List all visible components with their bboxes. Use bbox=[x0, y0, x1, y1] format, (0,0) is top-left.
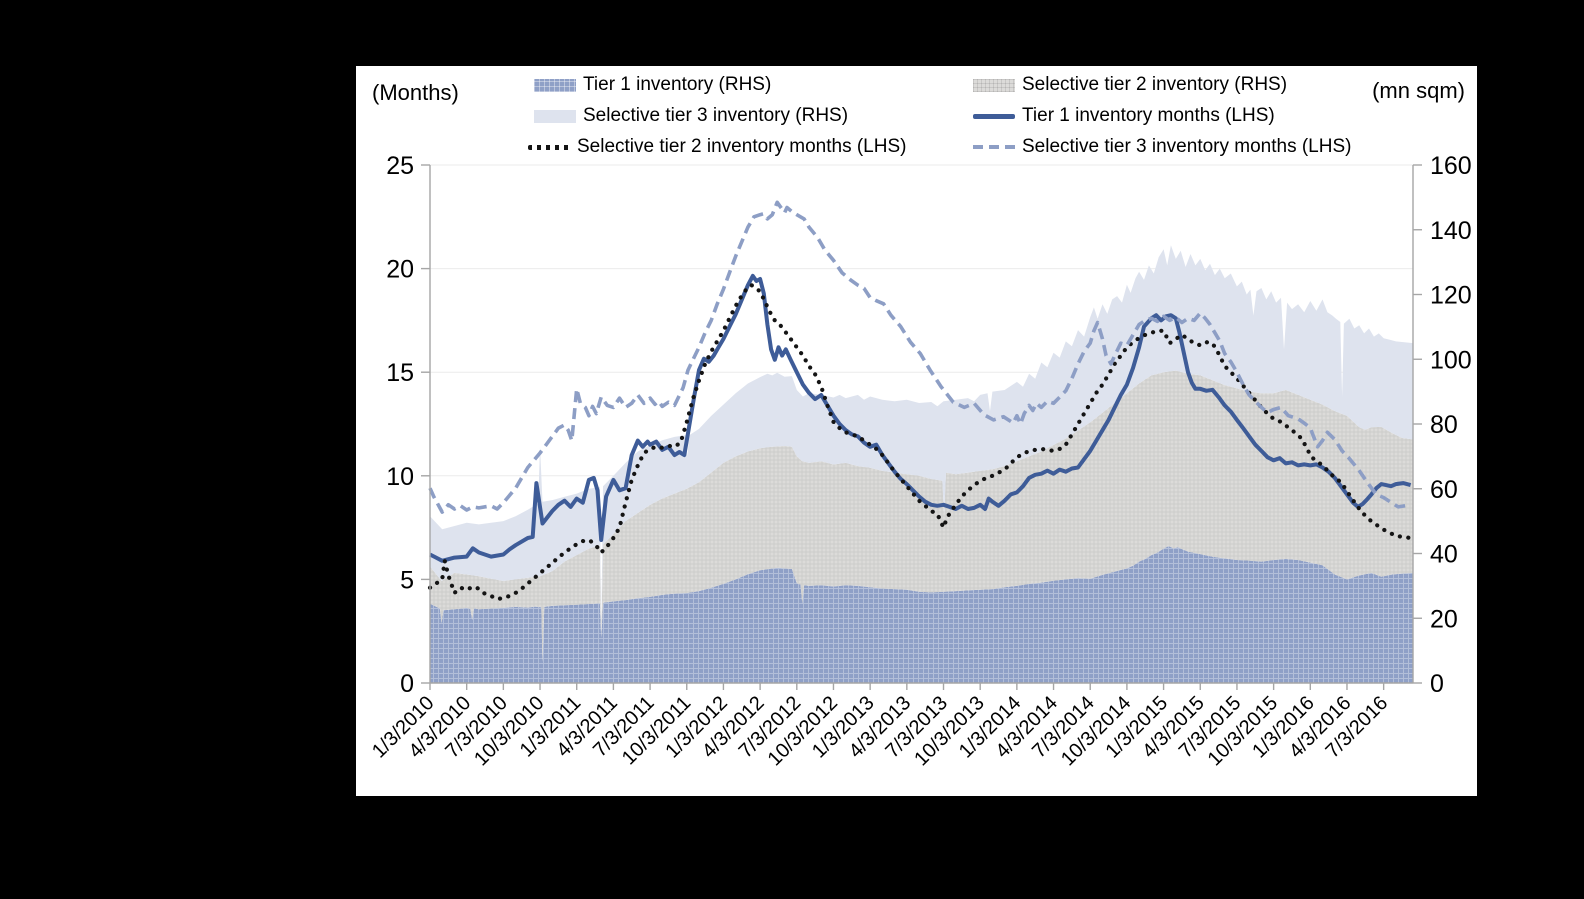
tier3-area-swatch-icon bbox=[534, 109, 576, 123]
inventory-chart-canvas: 05101520250204060801001201401601/3/20104… bbox=[368, 152, 1472, 770]
line-2 bbox=[427, 283, 1413, 602]
tier2-area-swatch-icon bbox=[973, 78, 1015, 92]
right-tick-label: 20 bbox=[1430, 605, 1458, 633]
left-tick-label: 15 bbox=[386, 359, 414, 387]
right-tick-label: 60 bbox=[1430, 476, 1458, 504]
tier1-area-swatch-icon bbox=[534, 78, 576, 92]
left-tick-label: 20 bbox=[386, 256, 414, 284]
right-tick-label: 0 bbox=[1430, 670, 1444, 698]
right-tick-label: 100 bbox=[1430, 346, 1472, 374]
area-2 bbox=[430, 370, 1413, 662]
legend-item-tier1-line: Tier 1 inventory months (LHS) bbox=[973, 105, 1275, 127]
legend-item-tier3-area: Selective tier 3 inventory (RHS) bbox=[534, 105, 848, 127]
legend-label: Tier 1 inventory (RHS) bbox=[583, 74, 772, 95]
dotted-line-swatch-icon bbox=[528, 144, 570, 150]
line-3 bbox=[428, 200, 1411, 514]
legend-item-tier3-line: Selective tier 3 inventory months (LHS) bbox=[973, 136, 1351, 158]
left-axis-title: (Months) bbox=[372, 80, 459, 105]
left-tick-label: 5 bbox=[400, 566, 414, 594]
dashed-line-swatch-icon bbox=[973, 145, 1015, 149]
right-tick-label: 160 bbox=[1430, 152, 1472, 180]
solid-line-swatch-icon bbox=[973, 113, 1015, 119]
left-tick-label: 0 bbox=[400, 670, 414, 698]
area-1 bbox=[430, 546, 1413, 683]
right-tick-label: 120 bbox=[1430, 282, 1472, 310]
chart-panel: 0 5 10 15 20 25 0 20 40 60 80 100 120 140 160 1/3/2010 4… bbox=[356, 66, 1477, 796]
right-axis-title: (mn sqm) bbox=[1372, 78, 1465, 103]
line-1 bbox=[429, 273, 1412, 563]
right-tick-label: 80 bbox=[1430, 411, 1458, 439]
legend-label: Selective tier 3 inventory (RHS) bbox=[583, 105, 849, 126]
left-tick-label: 10 bbox=[386, 463, 414, 491]
area-3 bbox=[430, 245, 1413, 637]
left-tick-label: 25 bbox=[386, 152, 414, 180]
legend-item-tier2-line: Selective tier 2 inventory months (LHS) bbox=[528, 136, 906, 158]
legend-label: Selective tier 2 inventory months (LHS) bbox=[577, 136, 907, 157]
legend-label: Selective tier 3 inventory months (LHS) bbox=[1022, 136, 1352, 157]
legend-label: Selective tier 2 inventory (RHS) bbox=[1022, 74, 1288, 95]
right-tick-label: 140 bbox=[1430, 217, 1472, 245]
right-tick-label: 40 bbox=[1430, 541, 1458, 569]
legend-item-tier2-area: Selective tier 2 inventory (RHS) bbox=[973, 74, 1287, 96]
legend-item-tier1-area: Tier 1 inventory (RHS) bbox=[534, 74, 771, 96]
legend-label: Tier 1 inventory months (LHS) bbox=[1022, 105, 1275, 126]
